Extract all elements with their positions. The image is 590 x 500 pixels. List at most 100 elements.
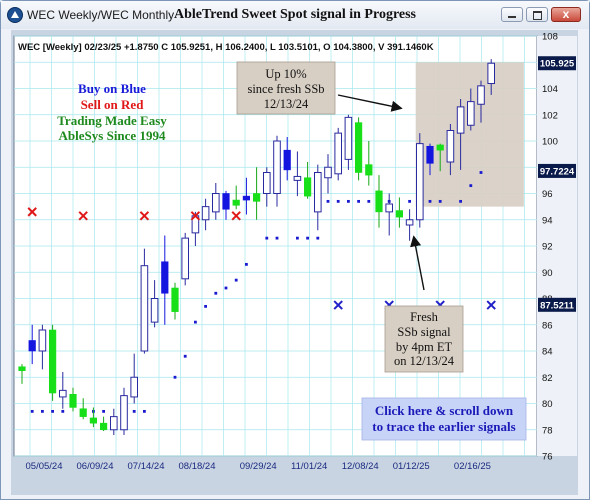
y-tick-label: 102 bbox=[542, 110, 558, 121]
y-tick-label: 100 bbox=[542, 137, 558, 148]
price-badge: 97.7224 bbox=[538, 163, 576, 178]
legend-since: AbleSys Since 1994 bbox=[59, 128, 166, 143]
stop-dot bbox=[469, 184, 473, 188]
price-bar bbox=[232, 185, 240, 210]
x-tick-label: 06/09/24 bbox=[77, 461, 114, 472]
price-bar bbox=[354, 117, 363, 181]
date-axis: 05/05/24 06/09/24 07/14/24 08/18/24 09/29/24… bbox=[26, 461, 491, 472]
price-bar bbox=[18, 364, 26, 384]
bar-body bbox=[487, 62, 495, 85]
trace-signals-line2[interactable]: to trace the earlier signals bbox=[372, 419, 515, 434]
stop-dot bbox=[408, 199, 411, 203]
y-tick-label: 86 bbox=[542, 320, 553, 331]
buy-marker-stroke bbox=[486, 300, 496, 310]
bar-body bbox=[273, 140, 281, 194]
bar-body bbox=[89, 417, 97, 424]
stop-dot bbox=[245, 262, 248, 266]
price-bar bbox=[426, 143, 434, 176]
bar-body bbox=[405, 219, 414, 226]
minimize-button[interactable] bbox=[501, 7, 523, 22]
price-bar bbox=[263, 167, 271, 207]
bar-body bbox=[365, 164, 373, 176]
stop-dot bbox=[316, 236, 320, 240]
price-bar bbox=[365, 141, 373, 186]
price-bar bbox=[273, 135, 281, 207]
x-tick-label: 01/12/25 bbox=[393, 461, 430, 472]
price-bar bbox=[283, 137, 291, 181]
price-bar bbox=[487, 59, 495, 95]
bar-body bbox=[416, 143, 424, 221]
y-tick-label: 76 bbox=[542, 452, 553, 463]
stop-dot bbox=[214, 291, 218, 295]
bar-body bbox=[222, 193, 230, 210]
bar-body bbox=[456, 106, 465, 134]
x-tick-label: 11/01/24 bbox=[291, 461, 327, 472]
bar-body bbox=[181, 237, 189, 280]
price-bar bbox=[253, 167, 261, 220]
up-annotation-line1: Up 10% bbox=[265, 67, 306, 81]
stop-dot bbox=[102, 409, 105, 413]
x-tick-label: 02/16/25 bbox=[454, 461, 491, 472]
bar-body bbox=[263, 172, 271, 194]
price-badge-label: 105.925 bbox=[540, 59, 575, 70]
price-bar bbox=[140, 248, 149, 354]
bar-body bbox=[38, 329, 47, 352]
price-bar bbox=[375, 175, 383, 228]
x-tick-label: 09/29/24 bbox=[240, 461, 277, 472]
bar-body bbox=[79, 408, 87, 417]
bar-body bbox=[59, 389, 67, 398]
maximize-button[interactable] bbox=[526, 7, 548, 22]
price-bar bbox=[130, 353, 138, 404]
bar-body bbox=[130, 376, 138, 398]
price-bar bbox=[334, 127, 342, 181]
stop-dot bbox=[306, 236, 309, 240]
close-icon: x bbox=[562, 7, 570, 21]
bar-body bbox=[467, 101, 475, 126]
stop-dot bbox=[326, 199, 330, 203]
stop-dot bbox=[479, 171, 483, 174]
up-annotation-line2: since fresh SSb bbox=[247, 82, 324, 96]
y-tick-label: 92 bbox=[542, 242, 553, 253]
stop-dot bbox=[336, 199, 340, 203]
price-bar bbox=[79, 398, 87, 420]
buy-marker bbox=[333, 300, 343, 310]
bar-body bbox=[314, 172, 322, 213]
stop-dot bbox=[428, 199, 432, 203]
fresh-annotation-line1: Fresh bbox=[410, 310, 439, 324]
app-logo-icon bbox=[7, 7, 23, 23]
price-bar bbox=[120, 387, 128, 435]
stop-dot bbox=[132, 409, 136, 413]
price-bar bbox=[150, 280, 159, 328]
stop-dot bbox=[367, 199, 371, 203]
price-bars bbox=[18, 59, 495, 435]
close-button[interactable]: x bbox=[551, 7, 581, 22]
stop-dot bbox=[438, 199, 442, 203]
up-annotation-box bbox=[236, 61, 336, 115]
bar-body bbox=[110, 416, 118, 431]
price-bar bbox=[416, 133, 424, 228]
sell-marker bbox=[231, 211, 241, 221]
stop-dot bbox=[41, 409, 44, 413]
sell-marker-stroke bbox=[190, 211, 201, 221]
y-tick-label: 90 bbox=[542, 268, 553, 279]
bar-body bbox=[354, 122, 363, 173]
stop-dot bbox=[234, 278, 238, 282]
y-tick-label: 104 bbox=[542, 84, 558, 95]
x-tick-label: 05/05/24 bbox=[26, 461, 63, 472]
bar-body bbox=[426, 145, 434, 164]
price-axis-panel bbox=[537, 36, 577, 456]
bar-body bbox=[446, 130, 455, 163]
trace-signals-line1[interactable]: Click here & scroll down bbox=[375, 403, 514, 418]
trace-signals-box[interactable] bbox=[361, 397, 527, 441]
trace-signals-link[interactable]: Click here & scroll down to trace the ea… bbox=[361, 397, 527, 441]
price-bar bbox=[161, 235, 169, 325]
sell-marker-stroke bbox=[27, 207, 37, 217]
price-bar bbox=[405, 209, 414, 241]
bar-body bbox=[120, 395, 128, 431]
price-bar bbox=[324, 154, 332, 194]
y-tick-label: 80 bbox=[542, 399, 553, 410]
title-bar[interactable]: WEC Weekly/WEC Monthly x bbox=[1, 1, 589, 29]
up-annotation-line3: 12/13/24 bbox=[264, 97, 309, 111]
up-arrow bbox=[337, 94, 403, 112]
